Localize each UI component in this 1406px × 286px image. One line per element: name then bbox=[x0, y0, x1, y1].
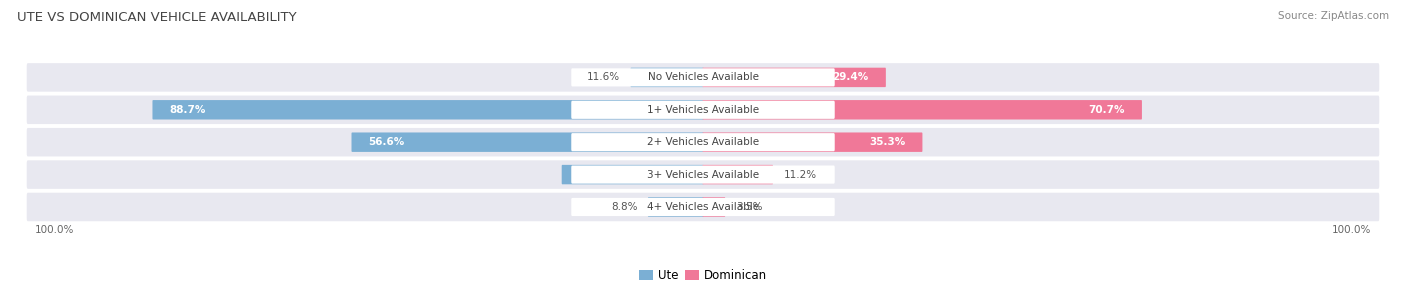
Text: No Vehicles Available: No Vehicles Available bbox=[648, 72, 758, 82]
FancyBboxPatch shape bbox=[571, 101, 835, 119]
Text: Source: ZipAtlas.com: Source: ZipAtlas.com bbox=[1278, 11, 1389, 21]
FancyBboxPatch shape bbox=[571, 68, 835, 86]
Text: 3.5%: 3.5% bbox=[735, 202, 762, 212]
FancyBboxPatch shape bbox=[703, 165, 773, 184]
FancyBboxPatch shape bbox=[27, 128, 1379, 156]
Text: 4+ Vehicles Available: 4+ Vehicles Available bbox=[647, 202, 759, 212]
Text: 2+ Vehicles Available: 2+ Vehicles Available bbox=[647, 137, 759, 147]
Text: 100.0%: 100.0% bbox=[1331, 225, 1371, 235]
Text: 29.4%: 29.4% bbox=[832, 72, 869, 82]
FancyBboxPatch shape bbox=[648, 197, 703, 217]
Text: 100.0%: 100.0% bbox=[35, 225, 75, 235]
Text: 3+ Vehicles Available: 3+ Vehicles Available bbox=[647, 170, 759, 180]
FancyBboxPatch shape bbox=[703, 100, 1142, 120]
Text: 11.2%: 11.2% bbox=[783, 170, 817, 180]
Text: 1+ Vehicles Available: 1+ Vehicles Available bbox=[647, 105, 759, 115]
FancyBboxPatch shape bbox=[27, 63, 1379, 92]
FancyBboxPatch shape bbox=[703, 132, 922, 152]
Text: 22.7%: 22.7% bbox=[579, 170, 616, 180]
Text: 35.3%: 35.3% bbox=[869, 137, 905, 147]
FancyBboxPatch shape bbox=[571, 166, 835, 184]
FancyBboxPatch shape bbox=[352, 132, 703, 152]
FancyBboxPatch shape bbox=[152, 100, 703, 120]
Text: UTE VS DOMINICAN VEHICLE AVAILABILITY: UTE VS DOMINICAN VEHICLE AVAILABILITY bbox=[17, 11, 297, 24]
Text: 56.6%: 56.6% bbox=[368, 137, 405, 147]
FancyBboxPatch shape bbox=[27, 96, 1379, 124]
Text: 11.6%: 11.6% bbox=[586, 72, 620, 82]
Text: 70.7%: 70.7% bbox=[1088, 105, 1125, 115]
Text: 88.7%: 88.7% bbox=[170, 105, 205, 115]
Text: 8.8%: 8.8% bbox=[612, 202, 637, 212]
FancyBboxPatch shape bbox=[27, 193, 1379, 221]
FancyBboxPatch shape bbox=[27, 160, 1379, 189]
FancyBboxPatch shape bbox=[703, 197, 725, 217]
FancyBboxPatch shape bbox=[571, 198, 835, 216]
Legend: Ute, Dominican: Ute, Dominican bbox=[634, 265, 772, 286]
FancyBboxPatch shape bbox=[703, 68, 886, 87]
FancyBboxPatch shape bbox=[630, 68, 703, 87]
FancyBboxPatch shape bbox=[562, 165, 703, 184]
FancyBboxPatch shape bbox=[571, 133, 835, 151]
